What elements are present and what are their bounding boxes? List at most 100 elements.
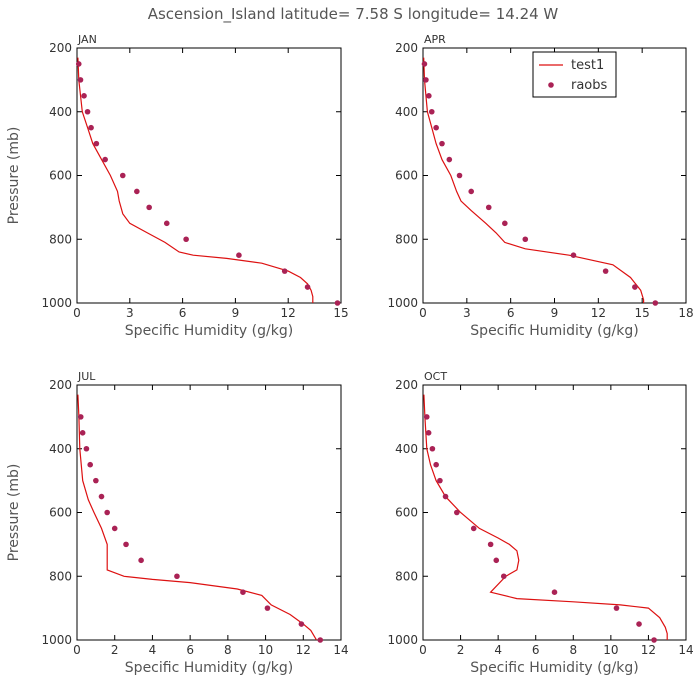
data-point-raobs [334, 300, 341, 306]
x-tick-label: 15 [635, 306, 650, 320]
data-point-raobs [426, 93, 432, 99]
panel-jan: 0 3 6 9 12 15 200 400 600 800 1000 JAN Specific Humi… [6, 33, 349, 339]
x-tick-label: 14 [678, 643, 693, 657]
x-axis-label: Specific Humidity (g/kg) [470, 660, 638, 676]
y-tick-label: 200 [395, 378, 418, 392]
data-point-raobs [102, 156, 108, 163]
y-tick-label: 600 [395, 169, 418, 183]
x-tick-label: 0 [73, 643, 81, 657]
data-point-raobs [437, 477, 443, 484]
data-point-raobs [428, 108, 435, 115]
data-point-raobs [433, 124, 439, 131]
data-point-raobs [174, 573, 180, 580]
y-tick-label: 1000 [41, 633, 72, 647]
x-tick-label: 6 [532, 643, 540, 657]
data-point-raobs [104, 509, 110, 516]
y-axis-label: Pressure (mb) [6, 464, 22, 562]
data-point-raobs [93, 140, 100, 147]
data-point-raobs [439, 140, 445, 147]
data-point-raobs [442, 493, 449, 500]
data-point-raobs [500, 573, 507, 580]
data-point-raobs [138, 557, 144, 564]
data-point-raobs [456, 172, 463, 179]
data-point-raobs [304, 284, 311, 290]
data-point-raobs [485, 204, 492, 211]
panel-oct: 0 2 4 6 8 10 12 14 200 400 600 800 1000 OCT Specific H… [387, 370, 693, 676]
data-point-raobs [163, 220, 170, 227]
plot-frame [422, 384, 687, 641]
data-point-raobs [429, 445, 436, 452]
panel-title: APR [424, 33, 446, 46]
data-point-raobs [468, 188, 475, 195]
y-tick-label: 1000 [387, 296, 418, 310]
y-axis-label: Pressure (mb) [6, 127, 22, 225]
data-point-raobs [602, 268, 609, 274]
x-tick-label: 9 [551, 306, 559, 320]
x-axis-label: Specific Humidity (g/kg) [125, 323, 293, 339]
data-point-raobs [77, 414, 84, 420]
x-tick-label: 8 [224, 643, 232, 657]
y-tick-label: 600 [49, 169, 72, 183]
series-line-test1 [423, 57, 645, 303]
data-point-raobs [651, 637, 657, 643]
data-point-raobs [632, 284, 638, 290]
y-tick-label: 600 [395, 506, 418, 520]
data-point-raobs [454, 509, 460, 516]
x-tick-label: 6 [186, 643, 194, 657]
x-tick-label: 12 [296, 643, 311, 657]
figure-title: Ascension_Island latitude= 7.58 S longit… [148, 5, 559, 24]
series-line-test1 [423, 394, 668, 640]
x-tick-label: 4 [494, 643, 502, 657]
y-tick-label: 1000 [387, 633, 418, 647]
x-tick-label: 0 [73, 306, 81, 320]
x-tick-label: 4 [149, 643, 157, 657]
y-tick-label: 800 [395, 232, 418, 246]
data-point-raobs [570, 252, 577, 258]
x-tick-label: 3 [126, 306, 134, 320]
data-point-raobs [79, 430, 86, 436]
data-point-raobs [423, 414, 430, 420]
x-tick-label: 14 [333, 643, 348, 657]
x-tick-label: 10 [603, 643, 618, 657]
y-tick-label: 600 [49, 506, 72, 520]
data-point-raobs [551, 589, 558, 595]
panel-jul: 0 2 4 6 8 10 12 14 200 400 600 800 1000 JUL Specific H… [6, 370, 349, 676]
data-point-raobs [88, 124, 94, 131]
panel-title: JUL [77, 370, 96, 383]
panel-title: JAN [77, 33, 97, 46]
plot-frame [76, 47, 342, 304]
legend-label-model: test1 [571, 58, 604, 73]
x-tick-label: 8 [569, 643, 577, 657]
data-point-raobs [119, 172, 126, 179]
data-point-raobs [446, 156, 453, 163]
data-point-raobs [425, 430, 432, 436]
data-point-raobs [236, 252, 242, 258]
legend: test1 raobs [532, 51, 617, 98]
data-point-raobs [493, 557, 500, 564]
data-point-raobs [93, 477, 99, 484]
data-point-raobs [81, 93, 87, 99]
x-tick-label: 3 [463, 306, 471, 320]
x-tick-label: 2 [111, 643, 119, 657]
data-point-raobs [84, 108, 91, 115]
data-point-raobs [123, 541, 129, 548]
panel-title: OCT [424, 370, 447, 383]
x-tick-label: 10 [258, 643, 273, 657]
x-axis-label: Specific Humidity (g/kg) [125, 660, 293, 676]
data-point-raobs [111, 525, 118, 532]
data-point-raobs [83, 445, 90, 452]
x-tick-label: 2 [457, 643, 465, 657]
x-tick-label: 15 [333, 306, 348, 320]
panel-apr: 0 3 6 9 12 15 18 200 400 600 800 1000 APR Specific Hu… [387, 33, 693, 339]
x-tick-label: 12 [591, 306, 606, 320]
data-point-raobs [470, 525, 477, 532]
legend-box [532, 51, 617, 98]
data-point-raobs [281, 268, 288, 274]
y-tick-label: 200 [49, 41, 72, 55]
plot-frame [76, 384, 342, 641]
data-point-raobs [146, 204, 152, 211]
data-point-raobs [183, 236, 189, 243]
x-tick-label: 12 [281, 306, 296, 320]
